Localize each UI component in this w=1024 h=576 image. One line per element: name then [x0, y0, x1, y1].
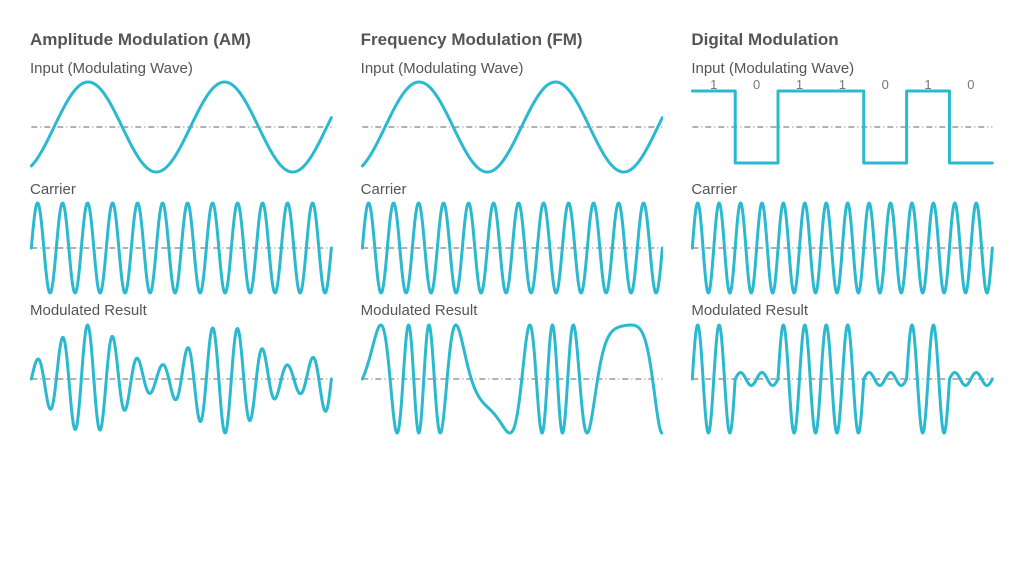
- result-label: Modulated Result: [691, 302, 994, 319]
- digital-input-plot: 1 0 1 1 0 1 0: [691, 77, 994, 177]
- column-title: Frequency Modulation (FM): [361, 30, 664, 50]
- bit-label: 1: [796, 77, 803, 92]
- am-input-plot: [30, 77, 333, 177]
- column-title: Digital Modulation: [691, 30, 994, 50]
- bit-label: 0: [753, 77, 760, 92]
- carrier-label: Carrier: [30, 181, 333, 198]
- column-title: Amplitude Modulation (AM): [30, 30, 333, 50]
- input-label: Input (Modulating Wave): [691, 60, 994, 77]
- digital-carrier-plot: [691, 198, 994, 298]
- am-carrier-plot: [30, 198, 333, 298]
- bit-label: 0: [882, 77, 889, 92]
- column-fm: Frequency Modulation (FM) Input (Modulati…: [361, 30, 664, 439]
- input-label: Input (Modulating Wave): [30, 60, 333, 77]
- fm-result-plot: [361, 319, 664, 439]
- bit-label: 1: [925, 77, 932, 92]
- result-label: Modulated Result: [30, 302, 333, 319]
- bit-label: 1: [710, 77, 717, 92]
- fm-carrier-plot: [361, 198, 664, 298]
- result-label: Modulated Result: [361, 302, 664, 319]
- bit-label: 0: [968, 77, 975, 92]
- am-result-plot: [30, 319, 333, 439]
- fm-input-plot: [361, 77, 664, 177]
- input-label: Input (Modulating Wave): [361, 60, 664, 77]
- carrier-label: Carrier: [361, 181, 664, 198]
- digital-result-plot: [691, 319, 994, 439]
- column-digital: Digital Modulation Input (Modulating Wave…: [691, 30, 994, 439]
- column-am: Amplitude Modulation (AM) Input (Modulati…: [30, 30, 333, 439]
- carrier-label: Carrier: [691, 181, 994, 198]
- bit-label: 1: [839, 77, 846, 92]
